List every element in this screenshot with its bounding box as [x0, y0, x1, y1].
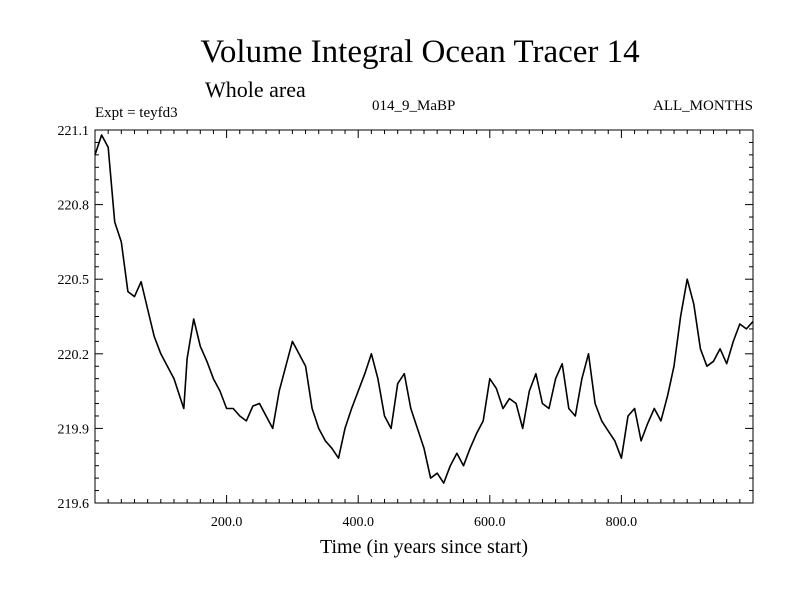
x-tick-label: 400.0 — [342, 515, 374, 530]
expt-label: Expt = teyfd3 — [95, 105, 178, 121]
y-tick-label: 220.5 — [58, 273, 90, 288]
x-tick-label: 800.0 — [606, 515, 638, 530]
axis-ticks: 200.0 400.0 600.0 800.0 219.6 219.9 220.2 220.5… — [58, 124, 753, 530]
x-tick-label: 600.0 — [474, 515, 506, 530]
x-tick-label: 200.0 — [211, 515, 243, 530]
chart-subtitle: Whole area — [205, 77, 306, 102]
y-tick-label: 221.1 — [58, 124, 90, 139]
y-tick-label: 220.2 — [58, 348, 90, 363]
run-label: 014_9_MaBP — [372, 98, 455, 114]
y-tick-label: 219.6 — [58, 497, 90, 512]
y-tick-label: 220.8 — [58, 199, 90, 214]
period-label: ALL_MONTHS — [653, 98, 753, 114]
series-line — [94, 134, 754, 484]
chart-title: Volume Integral Ocean Tracer 14 — [200, 34, 639, 70]
series-group — [94, 134, 754, 484]
x-axis-label: Time (in years since start) — [320, 536, 528, 558]
y-tick-label: 219.9 — [58, 422, 90, 437]
